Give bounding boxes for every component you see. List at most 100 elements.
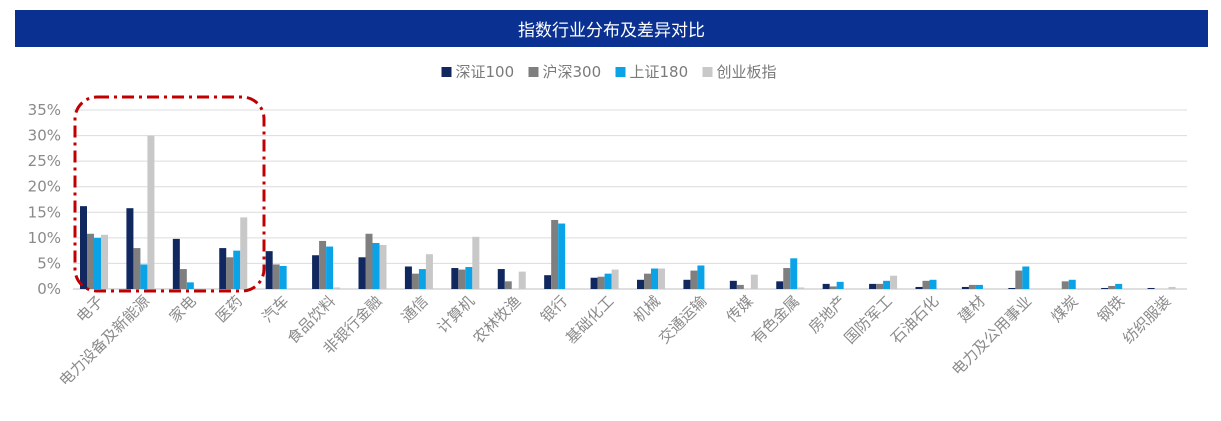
bar-1 <box>219 248 227 289</box>
bar-2 <box>551 219 559 289</box>
bar-3 <box>326 246 334 289</box>
bar-1 <box>869 283 877 289</box>
bar-3 <box>883 280 891 289</box>
bar-2 <box>272 264 280 289</box>
x-tick-label: 钢铁 <box>1094 292 1128 326</box>
bar-4 <box>333 287 341 289</box>
legend-swatch <box>615 67 626 77</box>
bar-2 <box>319 240 327 289</box>
bar-2 <box>226 257 234 289</box>
bar-3 <box>186 282 194 289</box>
bar-3 <box>372 242 380 289</box>
bar-2 <box>365 233 373 289</box>
bar-3 <box>929 279 937 289</box>
bar-4 <box>890 275 898 289</box>
x-tick-label: 基础化工 <box>562 292 617 347</box>
bar-2 <box>1108 285 1116 289</box>
bar-2 <box>690 270 698 289</box>
bar-1 <box>1008 287 1016 289</box>
x-tick-label: 机械 <box>630 292 664 326</box>
bar-3 <box>790 258 798 289</box>
bar-3 <box>836 281 844 289</box>
bar-3 <box>975 284 983 289</box>
bar-4 <box>611 269 619 289</box>
legend-label: 创业板指 <box>717 63 777 81</box>
bar-1 <box>590 277 598 289</box>
bar-4 <box>518 271 526 289</box>
y-tick-label: 20% <box>28 178 61 196</box>
x-tick-label: 电力及公用事业 <box>948 292 1035 379</box>
y-tick-label: 10% <box>28 229 61 247</box>
y-tick-label: 15% <box>28 203 61 221</box>
bar-3 <box>140 264 148 289</box>
bar-1 <box>172 238 180 289</box>
x-tick-label: 汽车 <box>259 292 293 326</box>
bar-1 <box>544 275 552 289</box>
bar-1 <box>776 281 784 289</box>
bar-1 <box>80 206 87 289</box>
x-tick-label: 煤炭 <box>1048 292 1082 326</box>
x-tick-label: 银行 <box>537 292 571 326</box>
bar-4 <box>425 254 433 289</box>
bar-1 <box>451 268 459 289</box>
bar-2 <box>504 281 512 289</box>
bar-4 <box>1168 286 1176 289</box>
bar-2 <box>1061 281 1069 289</box>
legend-label: 上证180 <box>630 63 689 81</box>
x-tick-label: 通信 <box>398 292 432 326</box>
bar-2 <box>133 248 141 289</box>
bar-3 <box>1022 266 1030 289</box>
bar-2 <box>876 283 884 289</box>
bar-3 <box>558 223 566 289</box>
bar-2 <box>179 269 187 289</box>
bar-3 <box>279 265 287 289</box>
highlight-box <box>73 95 266 293</box>
y-tick-label: 5% <box>37 254 61 272</box>
x-tick-label: 建材 <box>955 292 989 326</box>
x-tick-label: 家电 <box>166 292 200 326</box>
bar-2 <box>1015 270 1023 289</box>
x-tick-label: 传媒 <box>723 292 757 326</box>
bar-1 <box>637 279 644 289</box>
bar-1 <box>404 266 412 289</box>
bar-2 <box>458 269 466 289</box>
chart-title: 指数行业分布及差异对比 <box>15 10 1208 47</box>
x-tick-label: 纺织服装 <box>1119 292 1174 347</box>
bar-2 <box>644 273 651 289</box>
x-tick-label: 电子 <box>73 292 107 326</box>
bar-1 <box>1101 287 1109 289</box>
bar-3 <box>604 273 612 289</box>
y-tick-label: 30% <box>28 127 61 145</box>
bar-2 <box>87 233 94 289</box>
bar-1 <box>126 208 134 289</box>
bar-4 <box>240 217 248 289</box>
bar-2 <box>597 276 605 289</box>
bar-3 <box>418 269 426 289</box>
bar-3 <box>651 268 658 289</box>
y-tick-label: 0% <box>37 280 61 298</box>
bar-1 <box>729 280 737 289</box>
bar-1 <box>683 279 691 289</box>
bar-1 <box>961 286 969 289</box>
legend-label: 沪深300 <box>543 63 602 81</box>
bar-2 <box>922 280 930 289</box>
legend-swatch <box>528 67 539 77</box>
bar-3 <box>697 265 705 289</box>
bar-2 <box>411 273 419 289</box>
bar-3 <box>465 267 473 289</box>
bar-2 <box>968 284 976 289</box>
bar-2 <box>783 268 791 289</box>
x-tick-label: 计算机 <box>434 292 479 337</box>
bar-4 <box>797 287 805 289</box>
bar-4 <box>379 245 387 289</box>
x-tick-label: 交通运输 <box>655 292 710 347</box>
bar-3 <box>233 250 241 289</box>
bar-4 <box>472 236 480 289</box>
legend-swatch <box>441 67 452 77</box>
bar-1 <box>358 257 366 289</box>
x-tick-label: 石油石化 <box>887 292 942 347</box>
bar-1 <box>915 286 923 289</box>
bar-1 <box>312 255 320 289</box>
bar-1 <box>497 269 505 289</box>
